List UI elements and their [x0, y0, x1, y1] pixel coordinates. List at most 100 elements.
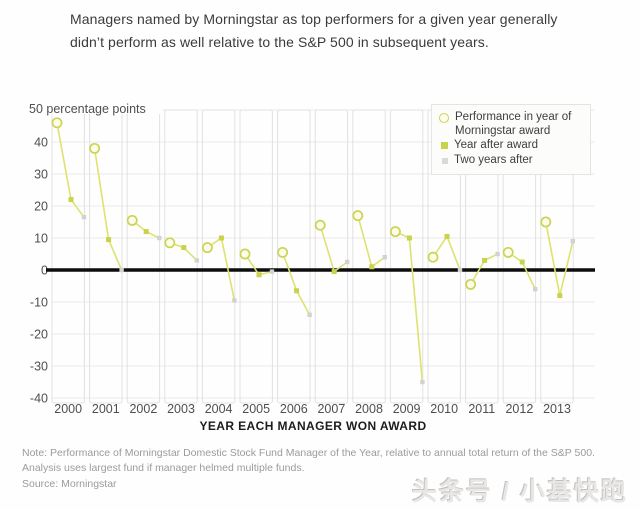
series-line	[432, 234, 461, 271]
series-line	[281, 252, 311, 316]
chart-source: Source: Morningstar	[22, 478, 117, 490]
filled-square-marker-icon	[441, 142, 448, 149]
y-tick-label: 40	[34, 136, 48, 150]
year-after-point	[106, 237, 112, 243]
x-tick-label: 2005	[242, 402, 270, 416]
year-after-point	[557, 293, 563, 299]
y-tick-label: 20	[34, 200, 48, 214]
x-axis-title: YEAR EACH MANAGER WON AWARD	[199, 419, 427, 433]
y-tick-label: -40	[30, 392, 48, 406]
x-tick-label: 2001	[92, 402, 120, 416]
award-year-point	[540, 216, 552, 228]
y-tick-label: 10	[34, 232, 48, 246]
year-after-point	[143, 229, 149, 235]
open-circle-marker-icon	[439, 113, 449, 123]
legend-item-label: Two years after	[454, 153, 533, 166]
two-years-after-point	[232, 298, 237, 303]
award-year-point	[277, 246, 289, 258]
two-years-after-point	[382, 255, 387, 260]
year-after-point	[256, 272, 262, 278]
x-tick-label: 2009	[393, 402, 421, 416]
year-after-point	[294, 288, 300, 294]
two-years-after-point	[570, 239, 575, 244]
award-year-point	[314, 219, 326, 231]
series-line	[357, 215, 386, 269]
year-column	[126, 109, 161, 404]
x-tick-label: 2010	[430, 402, 458, 416]
year-after-point	[68, 197, 74, 203]
year-after-point	[369, 264, 375, 270]
award-year-point	[427, 251, 439, 263]
year-column	[201, 109, 236, 404]
award-year-point	[126, 214, 138, 226]
two-years-after-point	[157, 235, 162, 241]
chart-legend: Performance in year of Morningstar award…	[431, 104, 591, 175]
legend-item: Performance in year of Morningstar award	[439, 111, 584, 138]
chart-note: Note: Performance of Morningstar Domesti…	[22, 447, 595, 474]
series-line	[319, 224, 348, 273]
chart-title: Managers named by Morningstar as top per…	[70, 11, 558, 50]
year-after-point	[181, 245, 187, 251]
two-years-after-point	[495, 251, 500, 257]
x-tick-label: 2002	[129, 402, 157, 416]
year-after-point	[331, 269, 337, 275]
year-column	[239, 109, 273, 404]
watermark: 头条号 / 小基快跑	[412, 478, 628, 506]
y-tick-label: -20	[30, 328, 48, 342]
y-axis-top-label: 50 percentage points	[29, 102, 146, 116]
gray-dot-marker-icon	[442, 157, 448, 164]
award-year-point	[389, 226, 401, 238]
two-years-after-point	[533, 287, 538, 292]
year-column	[389, 109, 424, 404]
award-year-point	[51, 117, 63, 129]
year-after-point	[482, 257, 488, 263]
x-tick-label: 2007	[317, 402, 345, 416]
award-year-point	[201, 242, 213, 254]
two-years-after-point	[420, 379, 425, 385]
year-column	[277, 109, 311, 404]
two-years-after-point	[81, 215, 87, 220]
y-tick-label: 30	[34, 168, 48, 182]
year-after-point	[218, 235, 224, 241]
series-line	[93, 148, 123, 271]
y-tick-label: -30	[30, 360, 48, 374]
legend-item: Two years after	[439, 154, 584, 168]
two-years-after-point	[345, 259, 350, 265]
x-tick-label: 2004	[205, 402, 233, 416]
year-column	[314, 109, 349, 404]
award-year-point	[352, 210, 364, 222]
award-year-point	[164, 237, 176, 249]
x-tick-label: 2013	[543, 402, 571, 416]
x-tick-label: 2006	[280, 402, 308, 416]
award-year-point	[89, 142, 101, 154]
series-line	[545, 221, 574, 296]
x-tick-label: 2000	[54, 402, 82, 416]
legend-item-label: Year after award	[454, 139, 538, 151]
series-line	[395, 230, 424, 383]
year-column	[89, 109, 123, 404]
x-tick-label: 2008	[355, 402, 383, 416]
y-tick-label: 0	[41, 264, 48, 278]
x-tick-label: 2012	[505, 402, 533, 416]
year-column	[51, 109, 85, 404]
two-years-after-point	[307, 312, 312, 317]
y-axis-label-backing	[26, 101, 162, 114]
year-after-point	[444, 233, 450, 239]
year-after-point	[406, 235, 412, 241]
two-years-after-point	[194, 258, 199, 263]
year-column	[164, 109, 198, 404]
series-line	[56, 122, 85, 218]
award-year-point	[465, 278, 477, 290]
award-year-point	[502, 246, 514, 258]
legend-item: Year after award	[439, 139, 584, 153]
x-tick-label: 2003	[167, 402, 195, 416]
y-tick-label: -10	[30, 296, 48, 310]
legend-item-label: Performance in year of Morningstar award	[455, 111, 572, 137]
two-years-after-point	[119, 267, 124, 273]
two-years-after-point	[457, 267, 463, 273]
x-tick-label: 2011	[468, 402, 495, 416]
two-years-after-point	[269, 269, 275, 274]
year-after-point	[519, 259, 525, 265]
